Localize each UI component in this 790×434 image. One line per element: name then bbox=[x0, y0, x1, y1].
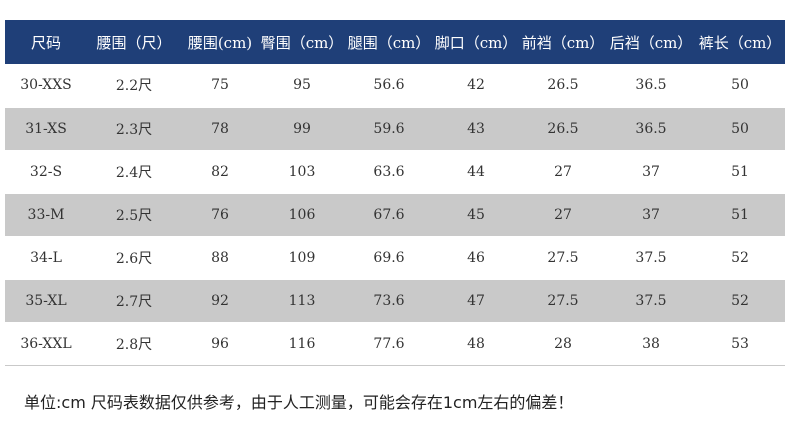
cell-waist-chi: 2.4尺 bbox=[87, 150, 181, 194]
cell-length: 52 bbox=[695, 279, 785, 323]
cell-thigh: 56.6 bbox=[345, 64, 433, 108]
cell-thigh: 59.6 bbox=[345, 107, 433, 151]
cell-leg-opening: 46 bbox=[433, 236, 519, 280]
cell-size: 33-M bbox=[5, 193, 87, 237]
cell-back-rise: 37 bbox=[607, 193, 695, 237]
header-leg-opening: 脚口（cm） bbox=[434, 33, 518, 52]
size-chart-table: 尺码 腰围（尺） 腰围(cm) 臀围（cm） 腿围（cm） 脚口（cm） 前裆（… bbox=[5, 20, 785, 366]
table-row: 36-XXL 2.8尺 96 116 77.6 48 28 38 53 bbox=[5, 322, 785, 366]
header-thigh: 腿围（cm） bbox=[347, 33, 431, 52]
cell-leg-opening: 44 bbox=[433, 150, 519, 194]
cell-back-rise: 38 bbox=[607, 322, 695, 366]
cell-back-rise: 37.5 bbox=[607, 236, 695, 280]
cell-length: 51 bbox=[695, 150, 785, 194]
cell-back-rise: 36.5 bbox=[607, 64, 695, 108]
cell-waist-cm: 96 bbox=[181, 322, 259, 366]
cell-waist-cm: 82 bbox=[181, 150, 259, 194]
measurement-note: 单位:cm 尺码表数据仅供参考，由于人工测量，可能会存在1cm左右的偏差！ bbox=[24, 393, 574, 412]
cell-size: 36-XXL bbox=[5, 322, 87, 366]
cell-waist-cm: 75 bbox=[181, 64, 259, 108]
cell-waist-chi: 2.3尺 bbox=[87, 107, 181, 151]
cell-hip: 99 bbox=[259, 107, 345, 151]
cell-hip: 109 bbox=[259, 236, 345, 280]
cell-length: 51 bbox=[695, 193, 785, 237]
cell-front-rise: 26.5 bbox=[519, 107, 607, 151]
header-waist-chi: 腰围（尺） bbox=[96, 33, 172, 52]
cell-hip: 106 bbox=[259, 193, 345, 237]
table-row: 30-XXS 2.2尺 75 95 56.6 42 26.5 36.5 50 bbox=[5, 64, 785, 108]
cell-hip: 113 bbox=[259, 279, 345, 323]
header-size: 尺码 bbox=[30, 33, 61, 52]
cell-back-rise: 37.5 bbox=[607, 279, 695, 323]
header-length: 裤长（cm） bbox=[698, 33, 782, 52]
table-row: 31-XS 2.3尺 78 99 59.6 43 26.5 36.5 50 bbox=[5, 107, 785, 151]
cell-back-rise: 37 bbox=[607, 150, 695, 194]
cell-waist-chi: 2.5尺 bbox=[87, 193, 181, 237]
header-waist-cm: 腰围(cm) bbox=[187, 33, 253, 52]
cell-front-rise: 26.5 bbox=[519, 64, 607, 108]
cell-leg-opening: 47 bbox=[433, 279, 519, 323]
cell-waist-chi: 2.7尺 bbox=[87, 279, 181, 323]
table-header-row: 尺码 腰围（尺） 腰围(cm) 臀围（cm） 腿围（cm） 脚口（cm） 前裆（… bbox=[5, 20, 785, 64]
cell-hip: 95 bbox=[259, 64, 345, 108]
cell-front-rise: 28 bbox=[519, 322, 607, 366]
cell-waist-cm: 88 bbox=[181, 236, 259, 280]
cell-size: 32-S bbox=[5, 150, 87, 194]
cell-size: 35-XL bbox=[5, 279, 87, 323]
cell-front-rise: 27 bbox=[519, 150, 607, 194]
cell-front-rise: 27 bbox=[519, 193, 607, 237]
cell-thigh: 77.6 bbox=[345, 322, 433, 366]
cell-back-rise: 36.5 bbox=[607, 107, 695, 151]
header-front-rise: 前裆（cm） bbox=[521, 33, 605, 52]
cell-hip: 103 bbox=[259, 150, 345, 194]
cell-size: 34-L bbox=[5, 236, 87, 280]
cell-leg-opening: 45 bbox=[433, 193, 519, 237]
cell-length: 53 bbox=[695, 322, 785, 366]
cell-thigh: 67.6 bbox=[345, 193, 433, 237]
header-hip: 臀围（cm） bbox=[260, 33, 344, 52]
cell-front-rise: 27.5 bbox=[519, 236, 607, 280]
cell-waist-cm: 76 bbox=[181, 193, 259, 237]
cell-front-rise: 27.5 bbox=[519, 279, 607, 323]
cell-leg-opening: 42 bbox=[433, 64, 519, 108]
header-back-rise: 后裆（cm） bbox=[609, 33, 693, 52]
cell-size: 30-XXS bbox=[5, 64, 87, 108]
table-row: 33-M 2.5尺 76 106 67.6 45 27 37 51 bbox=[5, 193, 785, 237]
table-row: 32-S 2.4尺 82 103 63.6 44 27 37 51 bbox=[5, 150, 785, 194]
cell-leg-opening: 43 bbox=[433, 107, 519, 151]
cell-thigh: 73.6 bbox=[345, 279, 433, 323]
cell-hip: 116 bbox=[259, 322, 345, 366]
cell-waist-chi: 2.6尺 bbox=[87, 236, 181, 280]
cell-size: 31-XS bbox=[5, 107, 87, 151]
cell-length: 50 bbox=[695, 107, 785, 151]
cell-thigh: 69.6 bbox=[345, 236, 433, 280]
cell-length: 52 bbox=[695, 236, 785, 280]
cell-length: 50 bbox=[695, 64, 785, 108]
cell-waist-chi: 2.2尺 bbox=[87, 64, 181, 108]
cell-waist-chi: 2.8尺 bbox=[87, 322, 181, 366]
cell-waist-cm: 92 bbox=[181, 279, 259, 323]
table-row: 35-XL 2.7尺 92 113 73.6 47 27.5 37.5 52 bbox=[5, 279, 785, 323]
table-row: 34-L 2.6尺 88 109 69.6 46 27.5 37.5 52 bbox=[5, 236, 785, 280]
cell-leg-opening: 48 bbox=[433, 322, 519, 366]
cell-waist-cm: 78 bbox=[181, 107, 259, 151]
cell-thigh: 63.6 bbox=[345, 150, 433, 194]
